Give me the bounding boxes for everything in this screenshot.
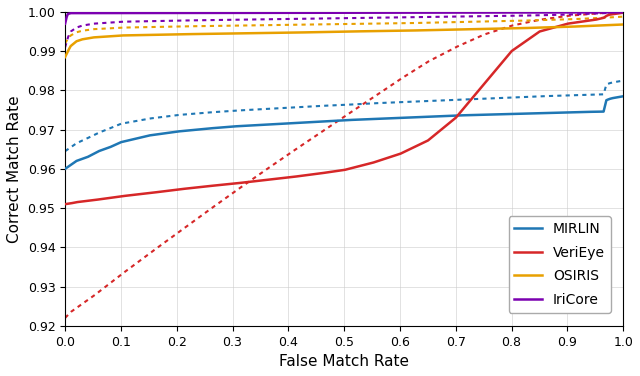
Line: VeriEye: VeriEye	[65, 13, 623, 204]
VeriEye	[318, 171, 326, 176]
MIRLIN	[90, 152, 97, 156]
Line: MIRLIN: MIRLIN	[65, 96, 623, 169]
VeriEye	[500, 57, 508, 62]
MIRLIN	[318, 119, 326, 124]
IriCore	[500, 10, 508, 15]
VeriEye	[333, 169, 340, 173]
MIRLIN	[61, 167, 69, 171]
MIRLIN	[603, 98, 611, 102]
OSIRIS	[620, 22, 627, 27]
IriCore	[620, 10, 627, 15]
OSIRIS	[318, 30, 326, 34]
OSIRIS	[61, 55, 69, 59]
X-axis label: False Match Rate: False Match Rate	[279, 354, 409, 369]
MIRLIN	[500, 112, 508, 117]
Line: IriCore: IriCore	[65, 12, 623, 24]
OSIRIS	[90, 35, 97, 39]
OSIRIS	[500, 26, 508, 31]
Legend: MIRLIN, VeriEye, OSIRIS, IriCore: MIRLIN, VeriEye, OSIRIS, IriCore	[509, 216, 611, 312]
IriCore	[90, 11, 97, 15]
MIRLIN	[603, 98, 611, 102]
VeriEye	[603, 14, 611, 18]
IriCore	[603, 10, 611, 15]
VeriEye	[603, 14, 611, 18]
VeriEye	[61, 202, 69, 206]
OSIRIS	[603, 23, 611, 27]
MIRLIN	[620, 94, 627, 99]
OSIRIS	[603, 23, 611, 27]
Line: OSIRIS: OSIRIS	[65, 24, 623, 57]
IriCore	[333, 11, 340, 15]
VeriEye	[90, 198, 97, 202]
IriCore	[61, 21, 69, 26]
OSIRIS	[333, 29, 340, 34]
IriCore	[603, 10, 611, 15]
Y-axis label: Correct Match Rate: Correct Match Rate	[7, 95, 22, 243]
MIRLIN	[333, 118, 340, 123]
VeriEye	[620, 11, 627, 15]
IriCore	[318, 11, 326, 15]
